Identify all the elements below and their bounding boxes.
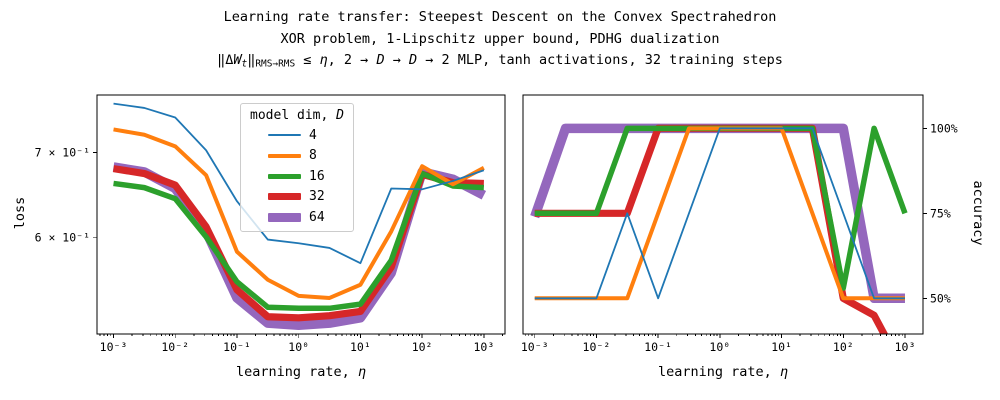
legend-title: model dim, D xyxy=(241,106,353,125)
legend-line-sample-64 xyxy=(268,212,301,222)
loss-chart-ytick-label: 6 × 10⁻¹ xyxy=(35,231,90,245)
right-xlabel-text: learning rate, xyxy=(657,364,780,380)
legend-entry-label: 8 xyxy=(309,148,317,164)
accuracy-chart-ytick-label: 50% xyxy=(930,291,951,305)
title-line3-part: D xyxy=(376,52,385,68)
accuracy-chart-xtick-label: 10⁰ xyxy=(709,340,730,354)
loss-axis-label: loss xyxy=(12,196,28,230)
loss-chart-line-D4 xyxy=(113,102,485,265)
loss-chart-xtick-label: 10⁻³ xyxy=(100,340,128,354)
figure-title-line3: ‖ΔWt‖RMS→RMS ≤ η, 2 → D → D → 2 MLP, tan… xyxy=(0,50,1000,75)
loss-chart-ticks: 10⁻³ 10⁻² 10⁻¹ 10⁰ 10¹ 10² 10³ 7 × 10⁻¹ 6 × 10⁻¹ xyxy=(35,146,503,354)
accuracy-axis-label: accuracy xyxy=(970,180,986,246)
legend-entry-label: 4 xyxy=(309,127,317,143)
loss-chart-ytick-label: 7 × 10⁻¹ xyxy=(35,146,90,160)
title-line3-part: → 2 MLP, tanh activations, 32 training s… xyxy=(417,52,783,68)
title-line3-part: , 2 → xyxy=(327,52,377,68)
legend-line-sample-32 xyxy=(268,193,301,201)
legend-entry-16: 16 xyxy=(241,166,353,187)
legend-line-sample-8 xyxy=(268,153,301,158)
legend-line-sample-4 xyxy=(268,134,301,137)
accuracy-chart-ticks: 10⁻³ 10⁻² 10⁻¹ 10⁰ 10¹ 10² 10³ 100% 75% 50% xyxy=(521,121,958,354)
left-xlabel-eta: η xyxy=(357,364,367,380)
loss-chart-xtick-label: 10⁻² xyxy=(161,340,189,354)
loss-chart-line-D8 xyxy=(113,127,485,300)
accuracy-chart-xtick-label: 10² xyxy=(833,340,854,354)
accuracy-chart-ytick-label: 100% xyxy=(930,121,958,135)
legend-entry-64: 64 xyxy=(241,207,353,228)
figure-title-line1: Learning rate transfer: Steepest Descent… xyxy=(223,9,777,25)
title-line3-part: ‖Δ xyxy=(217,52,234,68)
legend-entry-4: 4 xyxy=(241,125,353,146)
legend-line-sample-16 xyxy=(268,173,301,179)
accuracy-chart-line-D4 xyxy=(534,127,905,300)
loss-chart-xtick-label: 10¹ xyxy=(350,340,371,354)
legend-title-text: model dim, xyxy=(250,108,337,123)
right-xlabel: learning rate, η xyxy=(658,364,788,380)
legend-entry-label: 64 xyxy=(309,209,325,225)
loss-chart-xtick-label: 10⁰ xyxy=(288,340,309,354)
title-line3-part: RMS→RMS xyxy=(255,58,296,70)
loss-chart-series-group xyxy=(112,102,487,331)
loss-chart-xtick-label: 10⁻¹ xyxy=(223,340,251,354)
legend: model dim, D 4 8 16 32 64 xyxy=(240,103,354,232)
legend-entry-label: 32 xyxy=(309,189,325,205)
accuracy-chart-series-group xyxy=(530,123,908,334)
loss-chart-line-D16 xyxy=(113,170,485,312)
figure-title-line2: XOR problem, 1-Lipschitz upper bound, PD… xyxy=(280,30,720,47)
figure-title: Learning rate transfer: Steepest Descent… xyxy=(0,7,1000,75)
loss-chart-xtick-label: 10³ xyxy=(474,340,495,354)
accuracy-chart-xtick-label: 10³ xyxy=(895,340,916,354)
title-line3-part: η xyxy=(319,52,328,68)
title-line3-part: D xyxy=(408,52,418,68)
right-xlabel-eta: η xyxy=(779,364,789,380)
title-line3-part: W xyxy=(233,52,242,68)
legend-title-dim: D xyxy=(336,108,344,123)
accuracy-chart-xtick-label: 10⁻² xyxy=(583,340,611,354)
accuracy-chart-axes-box xyxy=(522,94,924,335)
title-line3-part: ≤ xyxy=(295,52,320,68)
left-xlabel-text: learning rate, xyxy=(235,364,358,380)
loss-chart-axes-box xyxy=(96,94,506,335)
accuracy-chart-xtick-label: 10¹ xyxy=(771,340,792,354)
legend-entry-label: 16 xyxy=(309,168,325,184)
legend-entry-32: 32 xyxy=(241,187,353,208)
title-line3-part: → xyxy=(384,52,409,68)
accuracy-chart-xtick-label: 10⁻³ xyxy=(521,340,549,354)
left-xlabel: learning rate, η xyxy=(236,364,366,380)
title-line3-part: ‖ xyxy=(247,52,256,68)
legend-entry-8: 8 xyxy=(241,146,353,167)
accuracy-chart-xtick-label: 10⁻¹ xyxy=(644,340,672,354)
loss-chart-xtick-label: 10² xyxy=(412,340,433,354)
title-line3-part: t xyxy=(241,58,248,70)
accuracy-chart-ytick-label: 75% xyxy=(930,206,951,220)
